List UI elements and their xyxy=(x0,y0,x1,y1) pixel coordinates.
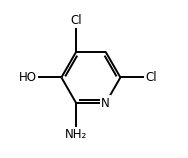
Text: Cl: Cl xyxy=(145,71,157,84)
Text: HO: HO xyxy=(19,71,37,84)
Text: N: N xyxy=(101,97,110,109)
Text: NH₂: NH₂ xyxy=(65,128,87,141)
Text: Cl: Cl xyxy=(70,14,82,27)
